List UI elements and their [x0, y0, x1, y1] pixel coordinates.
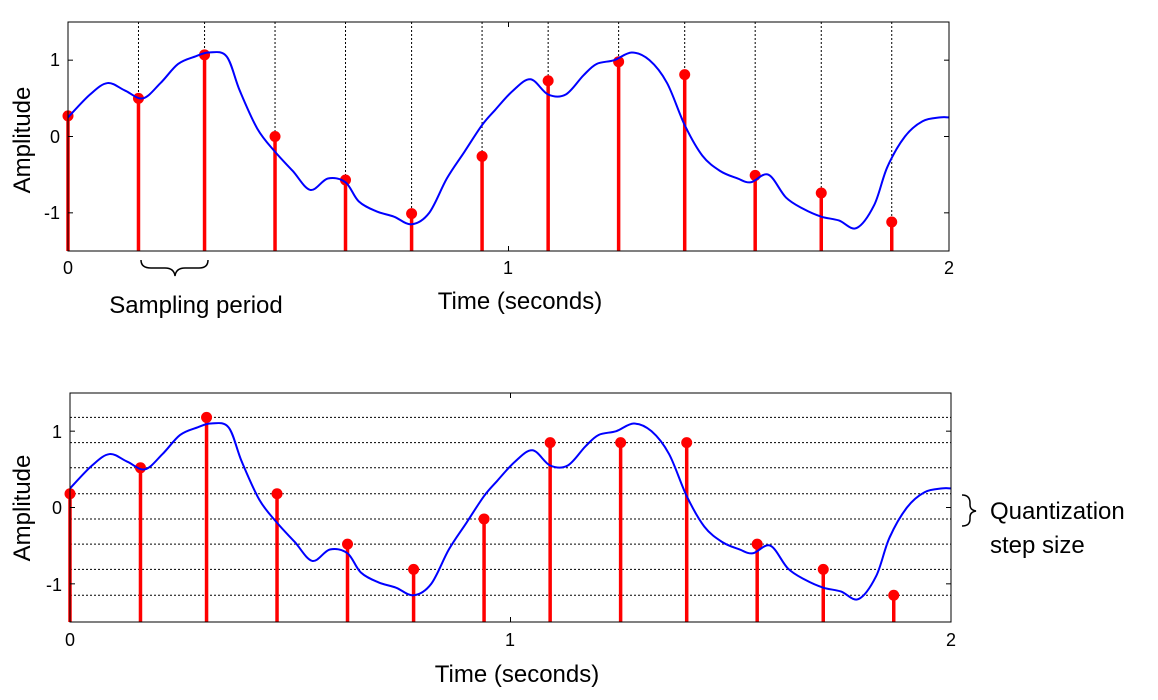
- quantized-sample-point: [615, 437, 627, 449]
- y-tick-label: 0: [52, 498, 62, 518]
- y-tick-label: 1: [52, 422, 62, 442]
- quantized-sample-point: [817, 563, 829, 575]
- x-axis-label: Time (seconds): [438, 288, 602, 315]
- y-axis-label: Amplitude: [9, 455, 36, 562]
- quantized-sample-point: [408, 563, 420, 575]
- sampling-chart: 0 1 2 1 0 -1 Time (seconds) Amplitude Sa…: [9, 21, 954, 319]
- continuous-signal-line: [68, 51, 949, 230]
- quantized-sample-point: [888, 589, 900, 601]
- sample-point: [406, 208, 418, 220]
- quantization-chart: 0 1 2 1 0 -1 Time (seconds) Amplitude Qu…: [9, 392, 1125, 688]
- y-tick-label: -1: [46, 575, 62, 595]
- axis-ticks: [67, 22, 950, 251]
- x-tick-label: 1: [505, 630, 515, 650]
- sample-point: [542, 75, 554, 87]
- sampling-period-label: Sampling period: [109, 292, 282, 319]
- quantized-sample-point: [201, 411, 213, 423]
- y-tick-label: 0: [50, 127, 60, 147]
- quantized-sample-point: [544, 437, 556, 449]
- quantized-sample-point: [751, 538, 763, 550]
- y-tick-label: 1: [50, 50, 60, 70]
- quantization-step-brace: [961, 494, 977, 527]
- x-tick-label: 1: [503, 258, 513, 278]
- quantization-grid: [70, 416, 951, 596]
- quantized-sample-point: [478, 513, 490, 525]
- sample-point: [269, 131, 281, 142]
- sample-point: [815, 187, 827, 199]
- quantization-step-label-line1: Quantization: [990, 498, 1125, 525]
- y-axis-label: Amplitude: [9, 87, 36, 194]
- plot-frame: [69, 392, 952, 623]
- sampling-period-brace: [140, 259, 209, 277]
- x-tick-label: 0: [63, 258, 73, 278]
- y-tick-label: -1: [44, 203, 60, 223]
- sample-point: [340, 174, 352, 186]
- quantized-sample-stems: [64, 411, 900, 622]
- quantized-sample-point: [681, 437, 693, 449]
- x-tick-label: 2: [944, 258, 954, 278]
- x-axis-label: Time (seconds): [435, 661, 599, 688]
- x-tick-label: 0: [65, 630, 75, 650]
- sample-point: [476, 150, 488, 162]
- x-tick-label: 2: [946, 630, 956, 650]
- sample-stems: [62, 49, 898, 251]
- continuous-signal-line: [70, 422, 951, 601]
- quantized-sample-point: [342, 538, 354, 550]
- sample-point: [679, 69, 691, 81]
- quantization-step-label-line2: step size: [990, 532, 1085, 559]
- quantized-sample-point: [134, 462, 146, 474]
- sample-point: [886, 216, 898, 228]
- sampling-grid: [67, 22, 893, 251]
- axis-ticks: [69, 393, 952, 622]
- quantized-sample-point: [271, 488, 283, 500]
